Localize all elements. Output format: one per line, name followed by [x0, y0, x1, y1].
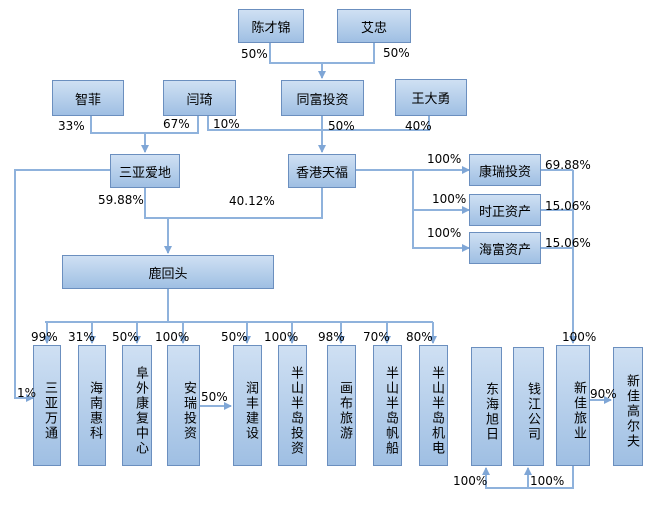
pct-sanya-luhuitou: 59.88% [98, 193, 144, 207]
node-xinjia-gaoerfu: 新佳高尔夫 [613, 347, 643, 466]
node-shizheng-zichan: 时正资产 [469, 194, 541, 226]
pct-luhuitou-runfeng: 50% [221, 330, 248, 344]
node-tongfu-touzi: 同富投资 [281, 80, 364, 116]
node-bsd-jidian: 半山半岛机电 [419, 345, 448, 466]
node-donghai-xuri: 东海旭日 [471, 347, 502, 466]
pct-tianfu-kangrui: 100% [427, 152, 462, 166]
pct-luhuitou-anrui: 100% [155, 330, 190, 344]
node-sanya-wantong: 三亚万通 [33, 345, 61, 466]
node-xinjia-lvye: 新佳旅业 [556, 345, 590, 466]
node-runfeng-jianshe: 润丰建设 [233, 345, 262, 466]
pct-tianfu-haifu: 100% [427, 226, 462, 240]
node-chen-caijin: 陈才锦 [238, 9, 304, 43]
node-qianjiang-gongsi: 钱江公司 [513, 347, 544, 466]
node-sanya-aidi: 三亚爱地 [110, 154, 180, 188]
pct-xinjia-qianjiang: 100% [530, 474, 565, 488]
node-fuwai-kangfu: 阜外康复中心 [122, 345, 152, 466]
pct-tianfu-luhuitou: 40.12% [229, 194, 275, 208]
node-yan-qi: 闫琦 [163, 80, 236, 116]
node-ai-zhong: 艾忠 [337, 9, 411, 43]
pct-luhuitou-huike: 31% [68, 330, 95, 344]
pct-xinjia-donghai: 100% [453, 474, 488, 488]
node-zhi-fei: 智菲 [52, 80, 124, 116]
pct-luhuitou-fanchuan: 70% [363, 330, 390, 344]
pct-luhuitou-bsd-touzi: 100% [264, 330, 299, 344]
pct-luhuitou-jidian: 80% [406, 330, 433, 344]
pct-chen-tongfu: 50% [241, 47, 268, 61]
pct-xinjia-total: 100% [562, 330, 597, 344]
pct-shizheng-xinjia: 15.06% [545, 199, 591, 213]
node-xianggang-tianfu: 香港天福 [288, 154, 356, 188]
pct-yanqi-sanya: 67% [163, 117, 190, 131]
node-bsd-fanchuan: 半山半岛帆船 [373, 345, 402, 466]
pct-sanya-wantong: 1% [17, 386, 37, 400]
node-haifu-zichan: 海富资产 [469, 232, 541, 264]
node-wang-dayong: 王大勇 [395, 79, 467, 116]
pct-luhuitou-huabu: 98% [318, 330, 345, 344]
pct-zhifei-sanya: 33% [58, 119, 85, 133]
pct-tianfu-shizheng: 100% [432, 192, 467, 206]
node-kangrui-touzi: 康瑞投资 [469, 154, 541, 186]
node-luhuitou: 鹿回头 [62, 255, 274, 289]
pct-ai-tongfu: 50% [383, 46, 410, 60]
node-huabu-lvyou: 画布旅游 [327, 345, 356, 466]
pct-xinjia-gaoerfu: 90% [590, 387, 617, 401]
pct-tongfu-tianfu: 50% [328, 119, 355, 133]
node-bsd-touzi: 半山半岛投资 [278, 345, 307, 466]
pct-luhuitou-wantong: 99% [31, 330, 58, 344]
node-anrui-touzi: 安瑞投资 [167, 345, 200, 466]
pct-anrui-runfeng: 50% [201, 390, 228, 404]
pct-haifu-xinjia: 15.06% [545, 236, 591, 250]
pct-wang-tianfu: 40% [405, 119, 432, 133]
pct-luhuitou-fuwai: 50% [112, 330, 139, 344]
node-hainan-huike: 海南惠科 [78, 345, 106, 466]
pct-yanqi-tianfu: 10% [213, 117, 240, 131]
pct-kangrui-xinjia: 69.88% [545, 158, 591, 172]
